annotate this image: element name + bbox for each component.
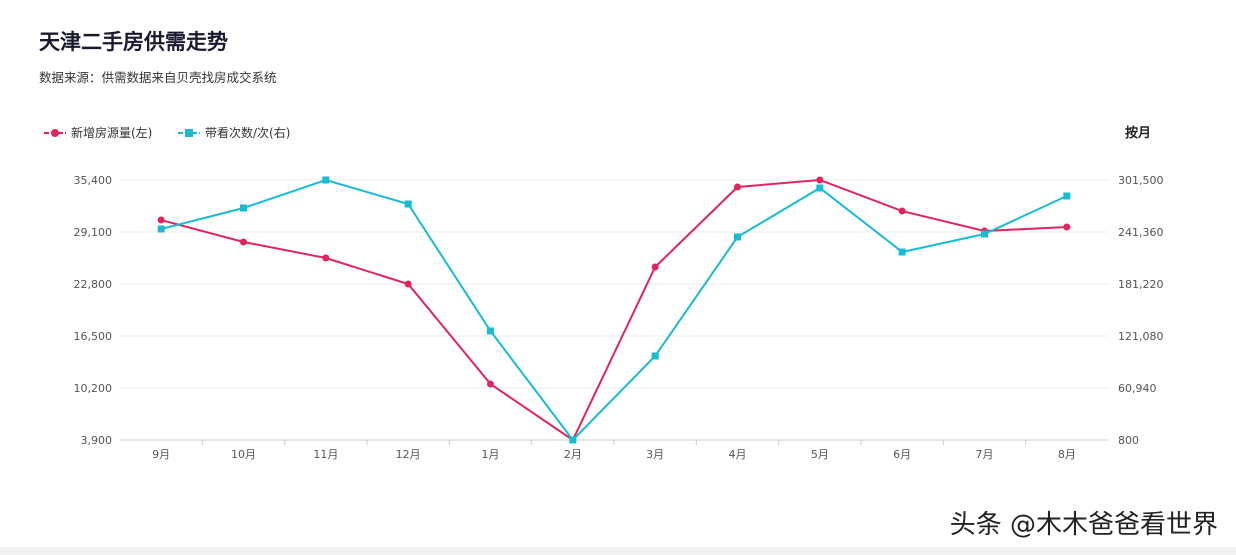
data-point — [651, 263, 659, 271]
data-point — [898, 248, 906, 256]
right-tick-label: 241,360 — [1118, 226, 1164, 239]
data-point — [569, 436, 577, 444]
data-point — [404, 280, 412, 288]
data-point — [898, 207, 906, 215]
data-point — [404, 200, 412, 208]
legend-label-visits: 带看次数/次(右) — [205, 126, 291, 140]
x-tick-label: 1月 — [482, 448, 500, 461]
series-line-1 — [160, 178, 1068, 442]
data-point — [240, 204, 247, 212]
data-point — [1063, 223, 1071, 231]
x-tick-label: 8月 — [1058, 448, 1076, 461]
circle-marker-icon — [44, 128, 66, 137]
data-point — [157, 216, 165, 224]
data-point — [734, 183, 741, 191]
x-tick-label: 7月 — [976, 448, 994, 461]
x-tick-label: 12月 — [396, 448, 421, 461]
left-tick-label: 35,400 — [74, 174, 113, 187]
legend-label-supply: 新增房源量(左) — [71, 126, 153, 140]
left-tick-label: 3,900 — [81, 434, 113, 447]
data-point — [1063, 192, 1071, 200]
data-point — [487, 380, 494, 388]
x-tick-label: 2月 — [564, 448, 582, 461]
x-tick-label: 3月 — [646, 448, 664, 461]
legend-item-visits[interactable]: 带看次数/次(右) — [178, 124, 290, 141]
left-tick-label: 16,500 — [74, 330, 113, 343]
left-tick-label: 10,200 — [74, 382, 113, 395]
x-tick-label: 10月 — [231, 448, 256, 461]
data-point — [322, 176, 330, 184]
data-point — [981, 230, 988, 238]
data-point — [240, 238, 247, 246]
x-tick-label: 5月 — [811, 448, 829, 461]
x-tick-label: 11月 — [313, 448, 338, 461]
data-point — [734, 233, 741, 241]
legend-item-supply[interactable]: 新增房源量(左) — [44, 124, 152, 141]
left-tick-label: 29,100 — [74, 226, 113, 239]
left-tick-label: 22,800 — [74, 278, 113, 291]
right-tick-label: 800 — [1118, 434, 1139, 447]
data-point — [816, 184, 824, 192]
period-selector[interactable]: 按月 — [1125, 126, 1152, 141]
data-point — [651, 352, 659, 360]
data-point — [322, 254, 330, 262]
right-tick-label: 121,080 — [1118, 330, 1164, 343]
chart-subtitle: 数据来源：供需数据来自贝壳找房成交系统 — [39, 70, 277, 85]
right-tick-label: 301,500 — [1118, 174, 1164, 187]
data-point — [487, 327, 494, 335]
right-tick-label: 60,940 — [1118, 382, 1157, 395]
right-tick-label: 181,220 — [1118, 278, 1164, 291]
series-line-0 — [160, 178, 1067, 442]
x-tick-label: 6月 — [893, 448, 911, 461]
chart-title: 天津二手房供需走势 — [39, 30, 228, 54]
bottom-bar — [0, 547, 1236, 555]
square-marker-icon — [178, 128, 200, 137]
x-tick-label: 9月 — [152, 448, 170, 461]
x-tick-label: 4月 — [729, 448, 747, 461]
watermark: 头条 @木木爸爸看世界 — [949, 510, 1218, 540]
data-point — [157, 225, 165, 233]
data-point — [816, 176, 824, 184]
